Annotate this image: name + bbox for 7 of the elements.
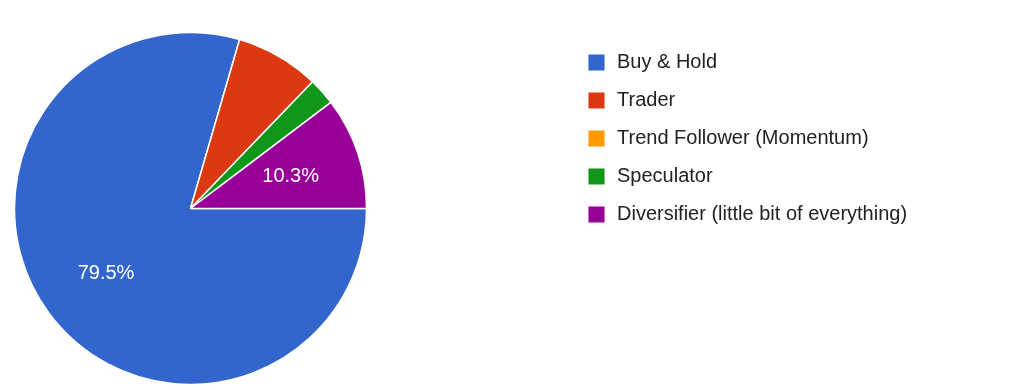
data-label: 79.5% <box>77 260 135 283</box>
legend-label: Diversifier (little bit of everything) <box>617 202 908 225</box>
legend-label: Speculator <box>617 164 713 187</box>
data-label: 10.3% <box>262 163 320 186</box>
legend-label: Trend Follower (Momentum) <box>617 126 869 149</box>
legend-label: Trader <box>617 88 676 111</box>
legend-label: Buy & Hold <box>617 50 718 73</box>
